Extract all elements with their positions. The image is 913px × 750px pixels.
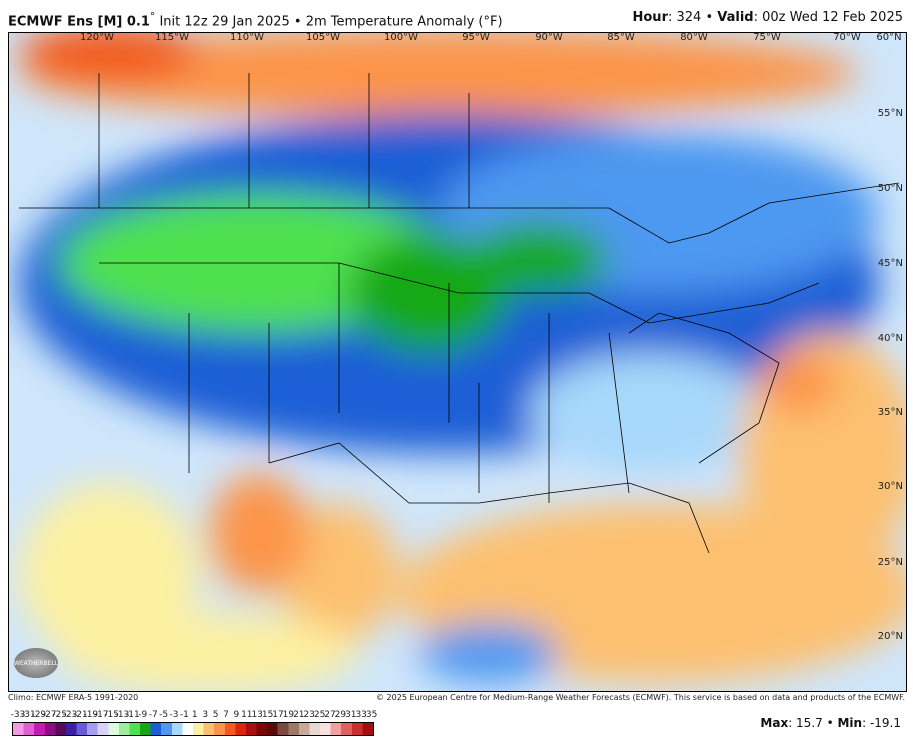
lat-label: 30°N [877, 481, 903, 492]
lon-label: 75°W [753, 32, 781, 43]
max-value: : 15.7 • [788, 716, 838, 730]
colorbar-tick: -31 [21, 710, 36, 720]
anomaly-field [9, 33, 906, 691]
lat-label: 35°N [877, 407, 903, 418]
colorbar-tick: 31 [345, 710, 357, 720]
colorbar-tick: 1 [191, 710, 198, 720]
colorbar-tick: -9 [138, 710, 148, 720]
lon-label: 110°W [230, 32, 264, 43]
colorbar [12, 722, 374, 736]
lon-label: 85°W [607, 32, 635, 43]
colorbar-tick: -13 [114, 710, 130, 720]
colorbar-tick: -15 [104, 710, 119, 720]
colorbar-tick: 23 [303, 710, 315, 720]
logo-text: WEATHERBELL [13, 659, 59, 667]
model-name: ECMWF Ens [M] 0.1 [8, 14, 150, 30]
colorbar-tick: 13 [251, 710, 263, 720]
colorbar-tick: 15 [261, 710, 274, 720]
lat-label: 50°N [877, 183, 903, 194]
colorbar-tick: 3 [202, 710, 209, 720]
max-label: Max [760, 716, 789, 730]
lon-label: 95°W [462, 32, 490, 43]
colorbar-tick: -33 [10, 710, 26, 720]
colorbar-tick: -7 [148, 710, 158, 720]
colorbar-tick: -21 [73, 710, 88, 720]
min-label: Min [837, 716, 863, 730]
colorbar-tick: 5 [212, 710, 219, 720]
colorbar-ticks: -33 -31 -29 -27 -25 -23 -21 -19 -17 -15 -13 -11 -9 -7… [8, 710, 380, 722]
min-value: : -19.1 [862, 716, 901, 730]
lat-label: 45°N [877, 258, 903, 269]
colorbar-tick: -27 [41, 710, 57, 720]
anomaly-map[interactable]: 120°W 115°W 110°W 105°W 100°W 95°W 90°W … [8, 32, 907, 692]
colorbar-tick: -1 [179, 710, 189, 720]
lat-label: 25°N [877, 557, 903, 568]
colorbar-tick: 11 [241, 710, 253, 720]
valid-value: : 00z Wed 12 Feb 2025 [753, 10, 903, 25]
lon-label: 80°W [680, 32, 708, 43]
colorbar-tick: 25 [313, 710, 326, 720]
lon-label: 100°W [384, 32, 418, 43]
colorbar-tick: 17 [272, 710, 284, 720]
lon-label: 120°W [80, 32, 114, 43]
hour-label: Hour [632, 10, 668, 25]
weatherbell-logo: WEATHERBELL [14, 648, 58, 678]
colorbar-tick: -25 [52, 710, 67, 720]
colorbar-tick: 33 [355, 710, 367, 720]
degree-sign: ° [149, 10, 156, 23]
lat-label: 55°N [877, 108, 903, 119]
colorbar-tick: 21 [293, 710, 305, 720]
colorbar-tick: 7 [223, 710, 229, 720]
valid-info: Hour: 324 • Valid: 00z Wed 12 Feb 2025 [633, 10, 904, 25]
lat-label: 20°N [877, 631, 903, 642]
colorbar-tick: 19 [282, 710, 295, 720]
colorbar-tick: -3 [169, 710, 179, 720]
colorbar-tick: -11 [125, 710, 140, 720]
valid-label: Valid [717, 10, 754, 25]
colorbar-tick: 9 [233, 710, 240, 720]
max-min: Max: 15.7 • Min: -19.1 [760, 716, 901, 730]
colorbar-tick: 29 [334, 710, 347, 720]
colorbar-tick: -5 [159, 710, 169, 720]
lon-label: 90°W [535, 32, 563, 43]
lat-label: 40°N [877, 333, 903, 344]
colorbar-tick: -17 [93, 710, 109, 720]
lon-label: 105°W [306, 32, 340, 43]
colorbar-tick: -19 [83, 710, 99, 720]
hour-value: : 324 • [667, 10, 718, 25]
state-borders [19, 73, 900, 554]
colorbar-tick: 27 [324, 710, 336, 720]
lon-label: 70°W [833, 32, 861, 43]
colorbar-tick: -29 [31, 710, 47, 720]
lat-label: 60°N [876, 32, 902, 43]
lon-label: 115°W [155, 32, 189, 43]
init-info: Init 12z 29 Jan 2025 • 2m Temperature An… [155, 14, 503, 30]
colorbar-tick: 35 [365, 710, 378, 720]
copyright: © 2025 European Centre for Medium-Range … [376, 693, 905, 702]
map-title: ECMWF Ens [M] 0.1° Init 12z 29 Jan 2025 … [8, 10, 503, 29]
colorbar-tick: -23 [62, 710, 78, 720]
climo-note: Climo: ECMWF ERA-5 1991-2020 [8, 693, 139, 702]
